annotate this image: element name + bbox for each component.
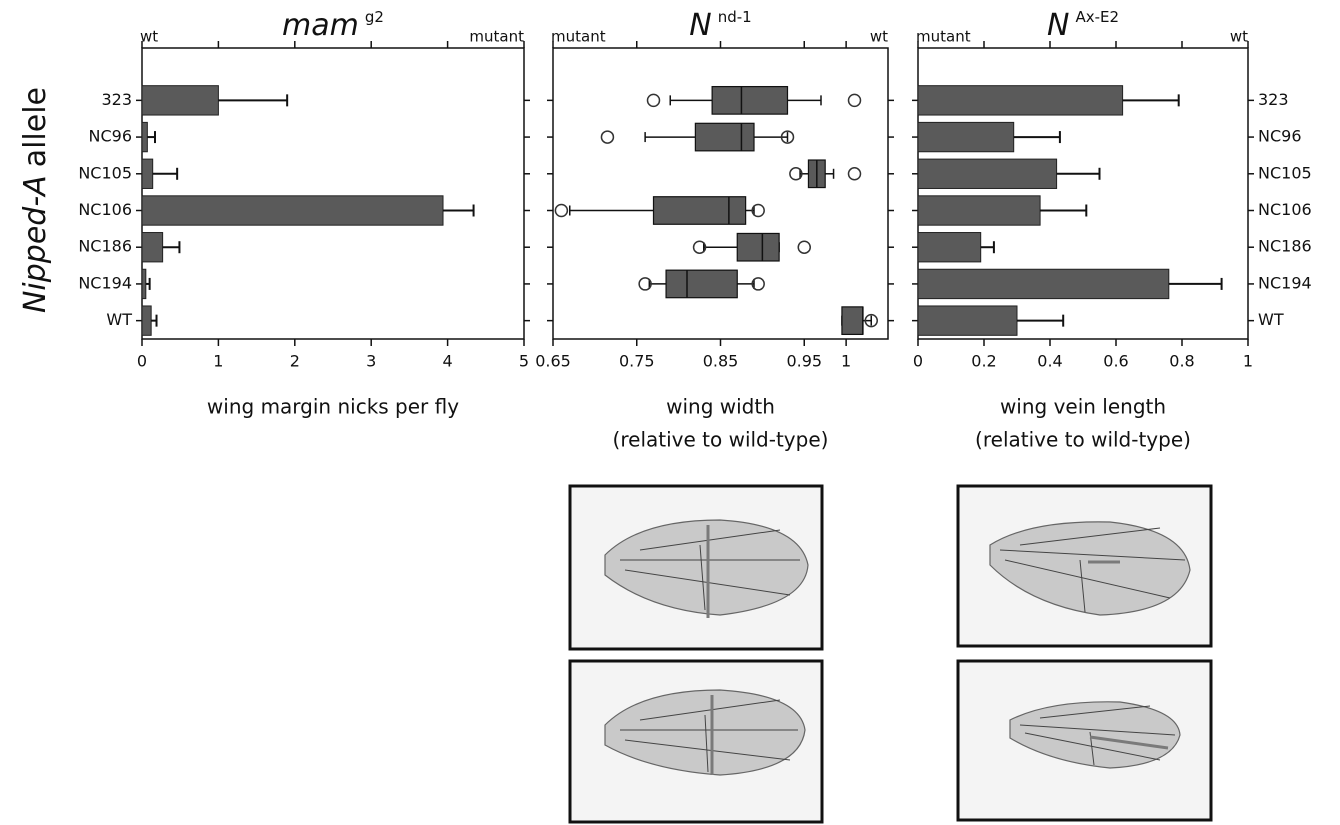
category-label: NC96 bbox=[1258, 127, 1302, 146]
category-label: WT bbox=[106, 310, 132, 329]
title-superscript: nd-1 bbox=[718, 8, 752, 26]
bar bbox=[142, 86, 218, 115]
x-tick-label: 0.8 bbox=[1169, 352, 1194, 371]
y-axis-label: Nipped-A allele bbox=[18, 87, 53, 313]
outlier bbox=[601, 131, 613, 143]
axis-end-label: wt bbox=[870, 28, 888, 46]
bar bbox=[918, 86, 1123, 115]
outlier bbox=[555, 205, 567, 217]
x-tick-label: 3 bbox=[366, 352, 376, 371]
x-tick-label: 0.95 bbox=[786, 352, 822, 371]
category-label: NC194 bbox=[1258, 273, 1312, 292]
title-superscript: g2 bbox=[365, 8, 384, 26]
x-tick-label: 1 bbox=[1243, 352, 1253, 371]
title-main: N bbox=[689, 8, 711, 43]
x-tick-label: 2 bbox=[290, 352, 300, 371]
bar bbox=[142, 269, 146, 298]
outlier bbox=[849, 94, 861, 106]
box bbox=[654, 197, 746, 225]
outlier bbox=[648, 94, 660, 106]
x-tick-label: 1 bbox=[841, 352, 851, 371]
box bbox=[695, 123, 754, 151]
bar bbox=[142, 196, 443, 225]
x-tick-label: 0.75 bbox=[619, 352, 655, 371]
axis-end-label: mutant bbox=[916, 28, 971, 46]
x-tick-label: 1 bbox=[213, 352, 223, 371]
category-label: WT bbox=[1258, 310, 1284, 329]
box bbox=[842, 307, 863, 335]
figure: Nipped-A allele mam g2 wt mutant 0 1 2 3 4 5 wing m… bbox=[0, 0, 1340, 825]
x-tick-label: 5 bbox=[519, 352, 529, 371]
box bbox=[666, 270, 737, 298]
title-superscript: Ax-E2 bbox=[1075, 8, 1119, 26]
bar bbox=[918, 122, 1014, 151]
axis-end-label: mutant bbox=[551, 28, 606, 46]
x-tick-label: 0.4 bbox=[1037, 352, 1062, 371]
bar bbox=[142, 159, 153, 188]
x-tick-label: 0.65 bbox=[535, 352, 571, 371]
category-label: 323 bbox=[101, 90, 132, 109]
outlier bbox=[849, 168, 861, 180]
x-tick-label: 4 bbox=[443, 352, 453, 371]
y-label-rest: allele bbox=[18, 87, 53, 167]
category-label: NC106 bbox=[78, 200, 132, 219]
chart-title: N Ax-E2 bbox=[1047, 8, 1119, 43]
bar bbox=[918, 159, 1057, 188]
category-label: NC194 bbox=[78, 273, 132, 292]
category-label: NC186 bbox=[78, 237, 132, 256]
box bbox=[737, 233, 779, 261]
category-label: NC105 bbox=[1258, 163, 1312, 182]
category-label: NC105 bbox=[78, 163, 132, 182]
bar bbox=[918, 269, 1169, 298]
x-tick-label: 0.85 bbox=[703, 352, 739, 371]
bar bbox=[918, 196, 1040, 225]
y-label-italic: Nipped-A bbox=[18, 175, 53, 313]
category-label: NC96 bbox=[89, 127, 133, 146]
bar bbox=[142, 233, 163, 262]
x-axis-label: wing margin nicks per fly bbox=[207, 395, 459, 419]
axis-end-label: wt bbox=[1230, 28, 1248, 46]
bar bbox=[918, 306, 1017, 335]
x-tick-label: 0.2 bbox=[971, 352, 996, 371]
x-axis-label: wing width bbox=[666, 395, 775, 419]
category-label: 323 bbox=[1258, 90, 1289, 109]
x-tick-label: 0.6 bbox=[1103, 352, 1128, 371]
bar bbox=[142, 122, 147, 151]
x-axis-label: (relative to wild-type) bbox=[613, 428, 829, 452]
title-main: N bbox=[1047, 8, 1069, 43]
title-main: mam bbox=[282, 8, 359, 43]
bar bbox=[142, 306, 151, 335]
x-axis-label: (relative to wild-type) bbox=[975, 428, 1191, 452]
outlier bbox=[798, 241, 810, 253]
x-tick-label: 0 bbox=[137, 352, 147, 371]
panel: N Ax-E2 mutant wt 0 0.2 0.4 0.6 0.8 1 wing vein le… bbox=[912, 8, 1312, 452]
wing-photos bbox=[570, 486, 1211, 822]
category-label: NC106 bbox=[1258, 200, 1312, 219]
x-axis-label: wing vein length bbox=[1000, 395, 1166, 419]
category-label: NC186 bbox=[1258, 237, 1312, 256]
x-tick-label: 0 bbox=[913, 352, 923, 371]
axis-end-label: mutant bbox=[469, 28, 524, 46]
bar bbox=[918, 233, 981, 262]
box bbox=[712, 87, 787, 115]
chart-title: mam g2 bbox=[282, 8, 384, 43]
